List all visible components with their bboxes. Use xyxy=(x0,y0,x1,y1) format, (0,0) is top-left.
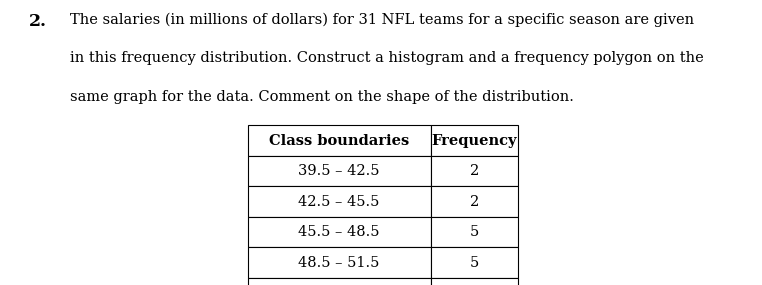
Bar xyxy=(431,156,518,186)
Text: 2.: 2. xyxy=(29,13,47,30)
Bar xyxy=(248,247,431,278)
Bar xyxy=(431,186,518,217)
Text: 5: 5 xyxy=(469,256,479,270)
Text: 39.5 – 42.5: 39.5 – 42.5 xyxy=(299,164,379,178)
Bar xyxy=(248,278,431,285)
Bar xyxy=(248,125,431,156)
Text: The salaries (in millions of dollars) for 31 NFL teams for a specific season are: The salaries (in millions of dollars) fo… xyxy=(70,13,694,27)
Text: 2: 2 xyxy=(469,195,479,209)
Text: 2: 2 xyxy=(469,164,479,178)
Text: 48.5 – 51.5: 48.5 – 51.5 xyxy=(299,256,379,270)
Bar xyxy=(248,156,431,186)
Bar xyxy=(431,278,518,285)
Text: 5: 5 xyxy=(469,225,479,239)
Bar xyxy=(431,217,518,247)
Text: Frequency: Frequency xyxy=(431,134,517,148)
Bar xyxy=(248,217,431,247)
Bar xyxy=(431,125,518,156)
Text: same graph for the data. Comment on the shape of the distribution.: same graph for the data. Comment on the … xyxy=(70,90,574,104)
Text: 42.5 – 45.5: 42.5 – 45.5 xyxy=(299,195,379,209)
Bar xyxy=(248,186,431,217)
Text: 45.5 – 48.5: 45.5 – 48.5 xyxy=(299,225,379,239)
Bar xyxy=(431,247,518,278)
Text: Class boundaries: Class boundaries xyxy=(269,134,409,148)
Text: in this frequency distribution. Construct a histogram and a frequency polygon on: in this frequency distribution. Construc… xyxy=(70,51,704,65)
